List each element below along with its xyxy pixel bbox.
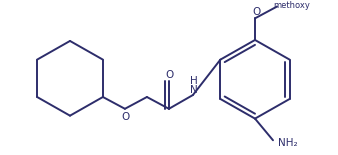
Text: O: O (166, 70, 174, 80)
Text: H
N: H N (190, 76, 197, 95)
Text: O: O (121, 112, 130, 122)
Text: O: O (252, 7, 260, 17)
Text: methoxy: methoxy (273, 0, 310, 9)
Text: NH₂: NH₂ (279, 137, 298, 148)
